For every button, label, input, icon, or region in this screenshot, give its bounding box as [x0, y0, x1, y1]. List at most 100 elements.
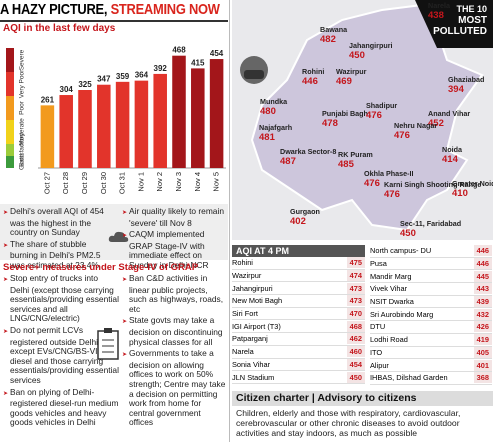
table-row: Wazirpur 474: [232, 270, 365, 283]
station-value: 476: [384, 189, 400, 200]
station-name: NSIT Dwarka: [370, 297, 414, 307]
advisory-title: Citizen charter | Advisory to citizens: [232, 391, 493, 406]
bullet: Air quality likely to remain 'severe' ti…: [122, 206, 226, 228]
headline: A HAZY PICTURE, STREAMING NOW: [0, 0, 220, 20]
table-row: Patparganj 462: [232, 333, 365, 346]
aqi-value: 439: [473, 296, 492, 308]
station-name: Patparganj: [232, 334, 268, 344]
bar-label: 415: [191, 58, 205, 67]
table-row: Pusa 446: [370, 258, 492, 271]
station-name: Vivek Vihar: [370, 284, 408, 294]
bullet: Governments to take a decision on allowi…: [122, 348, 226, 428]
table-row: DTU 426: [370, 321, 492, 334]
scale-band: [6, 144, 14, 156]
bar-label: 261: [41, 95, 55, 104]
facts-left: Delhi's overall AQI of 454 was the highe…: [3, 206, 115, 273]
aqi-value: 473: [346, 295, 365, 307]
station-name: ITO: [370, 347, 383, 357]
station-name: JLN Stadium: [232, 372, 275, 382]
table-row: Mandir Marg 445: [370, 270, 492, 284]
station-name: Bawana: [320, 25, 348, 34]
station-name: Sri Aurobindo Marg: [370, 309, 434, 319]
aqi-value: 401: [473, 359, 492, 371]
station-value: 480: [260, 106, 276, 117]
aqi-value: 419: [473, 334, 492, 346]
aqi-value: 475: [346, 257, 365, 269]
station-name: DTU: [370, 322, 386, 332]
station-name: Shadipur: [366, 101, 397, 110]
rule: [0, 20, 228, 22]
station-name: Rohini: [302, 67, 324, 76]
bullet: The share of stubble burning in Delhi's …: [3, 239, 115, 271]
bar: [97, 84, 111, 168]
scale-label: Severe: [19, 49, 26, 70]
station-name: Alipur: [370, 360, 389, 370]
bullet: Ban on plying of Delhi-registered diesel…: [3, 387, 119, 428]
station-name: Narela: [428, 1, 451, 10]
mask-icon: [244, 70, 264, 79]
aqi-value: 432: [473, 308, 492, 320]
station-name: Sonia Vihar: [232, 359, 271, 369]
x-tick-label: Nov 5: [212, 172, 221, 192]
table-row: North campus- DU 446: [370, 245, 492, 258]
station-name: North campus- DU: [370, 246, 432, 256]
station-name: Jahangirpuri: [232, 283, 273, 293]
aqi-value: 426: [473, 321, 492, 333]
bar-label: 454: [210, 49, 224, 58]
scale-label: Moderate: [19, 118, 26, 146]
table-row: Sri Aurobindo Marg 432: [370, 308, 492, 322]
document-icon: [97, 328, 119, 360]
bar: [78, 90, 92, 168]
x-tick-label: Oct 27: [42, 172, 51, 194]
station-name: Anand Vihar: [428, 109, 470, 118]
bullet: Delhi's overall AQI of 454 was the highe…: [3, 206, 115, 238]
headline-highlight: STREAMING NOW: [110, 1, 220, 18]
station-value: 482: [320, 34, 336, 45]
station-value: 485: [338, 159, 355, 170]
table-row: ITO 405: [370, 346, 492, 360]
station-name: Sec-11, Faridabad: [400, 219, 461, 228]
table-row: IHBAS, Dilshad Garden 368: [370, 372, 492, 385]
station-name: Punjabi Bagh: [322, 109, 368, 118]
table-left: Rohini 475 Wazirpur 474 Jahangirpuri 473 New M…: [232, 257, 365, 384]
station-name: Rohini: [232, 258, 253, 268]
station-value: 450: [400, 228, 416, 239]
station-name: New Moti Bagh: [232, 296, 283, 306]
aqi-value: 473: [346, 282, 365, 294]
station-name: RK Puram: [338, 150, 373, 159]
chart-title: AQI in the last few days: [3, 23, 116, 34]
bar: [40, 105, 55, 168]
station-value: 476: [364, 178, 380, 189]
badge-text: MOST: [458, 15, 487, 26]
station-name: Najafgarh: [259, 123, 292, 132]
bar-label: 347: [97, 75, 111, 84]
table-row: Sonia Vihar 454: [232, 358, 365, 372]
scale-label: Very Poor: [19, 69, 26, 98]
bar: [153, 73, 167, 168]
scale-band: [6, 72, 14, 96]
bar: [134, 80, 149, 168]
scale-band: [6, 120, 14, 144]
aqi-value: 468: [346, 320, 365, 332]
x-tick-label: Nov 1: [136, 172, 145, 192]
bar-label: 364: [135, 71, 149, 80]
station-name: Narela: [232, 347, 254, 357]
table-title: AQI AT 4 PM: [232, 245, 365, 257]
station-value: 402: [290, 216, 306, 227]
station-name: Gurgaon: [290, 207, 320, 216]
table-row: Vivek Vihar 443: [370, 283, 492, 296]
headline-text: A HAZY PICTURE,: [0, 1, 108, 18]
x-tick-label: Oct 30: [99, 172, 108, 194]
table-row: IGI Airport (T3) 468: [232, 320, 365, 334]
station-name: Noida: [442, 145, 463, 154]
station-name: Ghaziabad: [448, 75, 484, 84]
bar-label: 359: [116, 72, 130, 81]
bullet: State govts may take a decision on disco…: [122, 316, 226, 347]
table-row: Rohini 475: [232, 257, 365, 270]
bar: [172, 55, 186, 168]
aqi-value: 470: [346, 308, 365, 320]
station-value: 476: [366, 110, 382, 121]
measures-right: Ban C&D activities in linear public proj…: [122, 273, 226, 430]
